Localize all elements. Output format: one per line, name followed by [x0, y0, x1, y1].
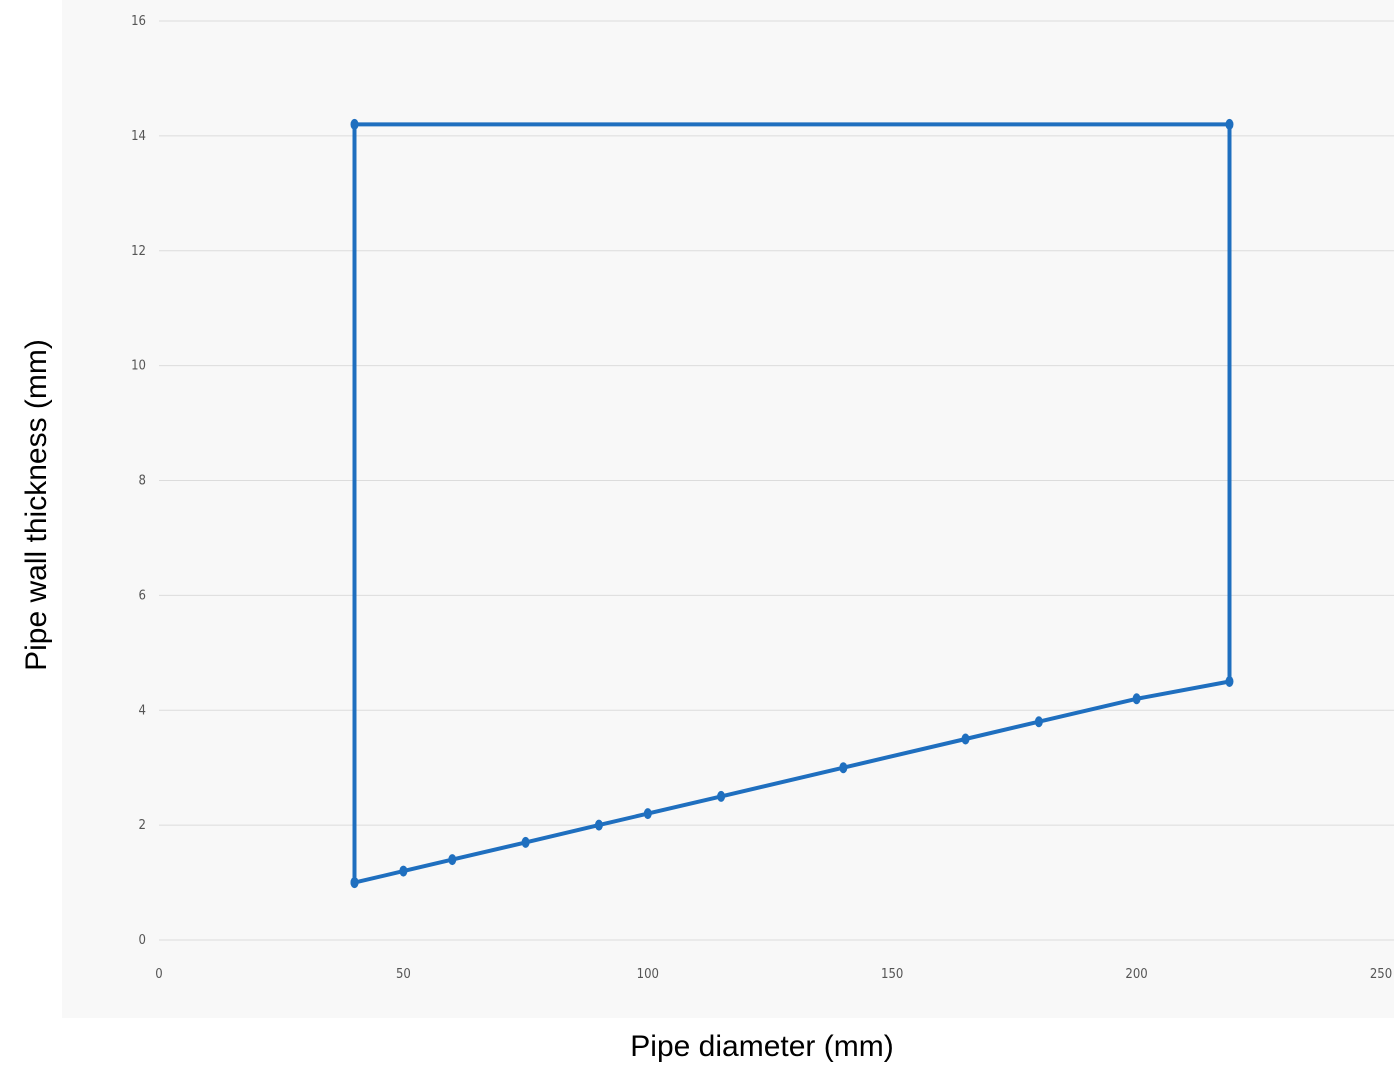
data-point [521, 836, 530, 848]
data-point [1132, 693, 1141, 705]
series [350, 118, 1234, 889]
y-tick-label: 2 [139, 818, 146, 833]
data-point [961, 733, 970, 745]
series-line [352, 122, 1232, 885]
data-point [448, 854, 457, 866]
x-tick-label: 100 [637, 967, 659, 982]
data-point [1225, 118, 1234, 130]
x-tick-label: 0 [155, 967, 162, 982]
x-tick-label: 200 [1125, 967, 1147, 982]
y-tick-label: 10 [131, 359, 146, 374]
gridlines [159, 20, 1394, 941]
y-tick-label: 6 [139, 588, 146, 603]
y-axis-title: Pipe wall thickness (mm) [20, 339, 53, 671]
data-point [594, 819, 603, 831]
y-tick-label: 0 [139, 933, 146, 948]
data-point [350, 118, 359, 130]
x-tick-label: 50 [396, 967, 411, 982]
data-point [717, 790, 726, 802]
x-axis-title: Pipe diameter (mm) [630, 1030, 894, 1063]
data-point [1225, 676, 1234, 688]
data-point [643, 808, 652, 820]
y-tick-label: 12 [131, 244, 146, 259]
tick-labels: 0 2 4 6 8 10 12 14 16 0 50 100 150 200 250 [131, 14, 1392, 982]
x-tick-label: 250 [1370, 967, 1392, 982]
x-tick-label: 150 [881, 967, 903, 982]
data-point [1034, 716, 1043, 728]
data-point [399, 865, 408, 877]
y-tick-label: 16 [131, 14, 146, 29]
y-tick-label: 14 [131, 129, 146, 144]
data-point [350, 877, 359, 889]
y-tick-label: 4 [139, 703, 146, 718]
y-tick-label: 8 [139, 474, 146, 489]
plot-background [62, 0, 1394, 1018]
data-point [839, 762, 848, 774]
